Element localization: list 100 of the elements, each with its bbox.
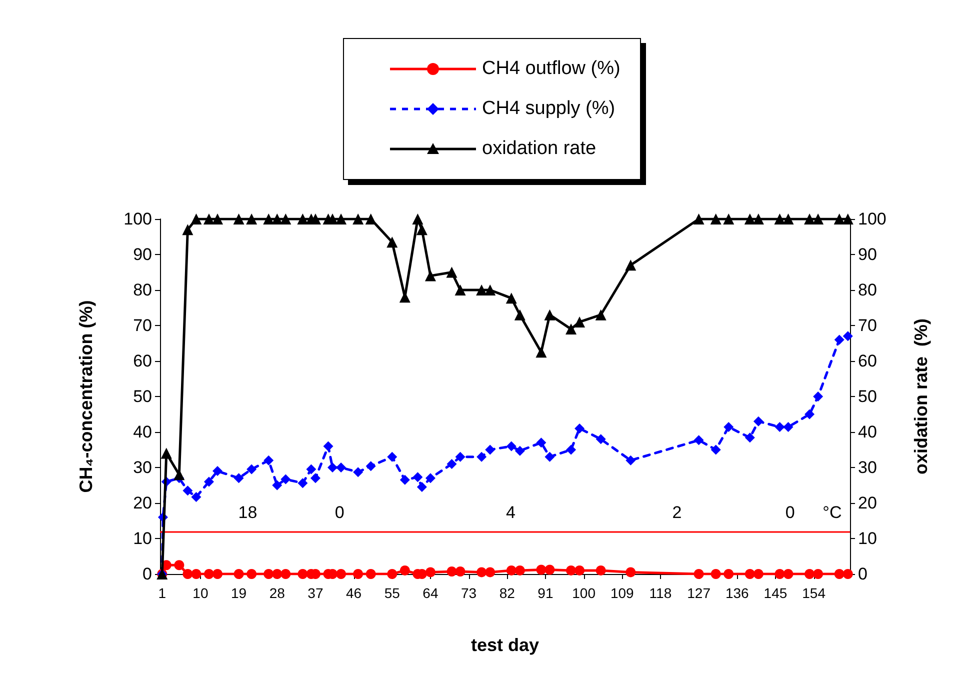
point: [574, 565, 585, 576]
point: [626, 567, 636, 578]
point: [596, 565, 606, 576]
y2-tick-label: 10: [858, 529, 877, 548]
point: [536, 346, 547, 358]
point: [723, 214, 734, 224]
y-tick-label: 90: [133, 245, 152, 264]
y2-tick-label: 90: [858, 245, 877, 264]
point: [182, 486, 193, 496]
point: [566, 444, 576, 455]
point: [694, 435, 704, 446]
y-tick-label: 70: [133, 316, 152, 335]
point: [280, 214, 292, 224]
point: [752, 214, 764, 224]
point: [174, 560, 184, 570]
x-tick-label: 118: [649, 585, 672, 601]
legend-label: CH4 supply (%): [482, 98, 616, 120]
y-tick-label: 0: [142, 564, 152, 584]
point: [485, 567, 496, 578]
point: [246, 569, 257, 579]
x-tick-label: 1: [158, 585, 166, 601]
y-axis-title: CH₄-concentration (%): [76, 300, 96, 493]
point: [425, 473, 436, 484]
point: [272, 569, 282, 579]
y2-tick-label: 20: [858, 494, 877, 512]
y2-tick-label: 30: [858, 458, 877, 477]
point: [234, 569, 244, 579]
point: [724, 569, 734, 579]
point: [416, 482, 427, 492]
point: [506, 292, 517, 304]
point: [625, 260, 636, 271]
point: [783, 422, 794, 432]
y-tick-label: 40: [133, 422, 152, 442]
point: [804, 569, 815, 579]
y-tick-label: 60: [133, 352, 152, 370]
point: [264, 569, 274, 579]
point: [352, 214, 364, 224]
annotation: °C: [822, 503, 842, 522]
point: [476, 284, 488, 296]
y2-tick-label: 100: [858, 210, 886, 228]
point: [710, 214, 722, 224]
point: [596, 434, 606, 444]
annotation: 2: [672, 503, 682, 522]
point: [298, 569, 308, 579]
point: [182, 569, 193, 579]
point: [566, 565, 576, 576]
point: [485, 444, 496, 455]
point: [353, 467, 364, 478]
point: [246, 464, 257, 474]
point: [476, 567, 487, 578]
point: [400, 565, 410, 576]
y2-tick-label: 50: [858, 387, 877, 406]
point: [753, 569, 764, 579]
point: [710, 444, 721, 455]
point: [804, 409, 815, 420]
point: [744, 432, 755, 443]
y-tick-label: 80: [133, 280, 152, 300]
point: [280, 569, 291, 579]
point: [366, 569, 376, 579]
x-tick-label: 19: [231, 585, 247, 601]
point: [233, 214, 244, 224]
point: [336, 462, 346, 472]
point: [297, 214, 308, 224]
legend-label: CH4 outflow (%): [482, 58, 620, 80]
point: [842, 569, 853, 579]
point: [204, 476, 214, 487]
point: [416, 224, 428, 236]
point: [774, 569, 785, 579]
point: [191, 492, 202, 502]
x-tick-label: 64: [422, 585, 438, 601]
point: [365, 214, 376, 224]
point: [544, 309, 556, 320]
point: [804, 214, 816, 224]
point: [446, 458, 457, 469]
point: [446, 566, 457, 577]
x-tick-label: 145: [764, 585, 788, 601]
annotation: 0: [334, 503, 344, 522]
legend-label: oxidation rate: [482, 138, 596, 160]
x-tick-label: 37: [308, 585, 324, 601]
point: [506, 441, 516, 452]
x-tick-label: 73: [461, 585, 477, 601]
x-tick-label: 55: [384, 585, 400, 601]
point: [782, 214, 794, 224]
point: [366, 461, 376, 472]
point: [336, 569, 346, 579]
point: [412, 214, 424, 224]
point: [506, 565, 516, 576]
y2-tick-label: 0: [858, 564, 868, 584]
y2-tick-label: 70: [858, 316, 877, 335]
point: [182, 224, 194, 236]
point: [298, 478, 308, 488]
point: [693, 214, 704, 224]
point: [425, 567, 436, 578]
x-tick-label: 136: [725, 585, 750, 601]
point: [694, 569, 704, 579]
point: [400, 474, 410, 485]
point: [323, 441, 334, 452]
point: [160, 448, 172, 459]
point: [812, 214, 824, 224]
point: [272, 480, 282, 490]
